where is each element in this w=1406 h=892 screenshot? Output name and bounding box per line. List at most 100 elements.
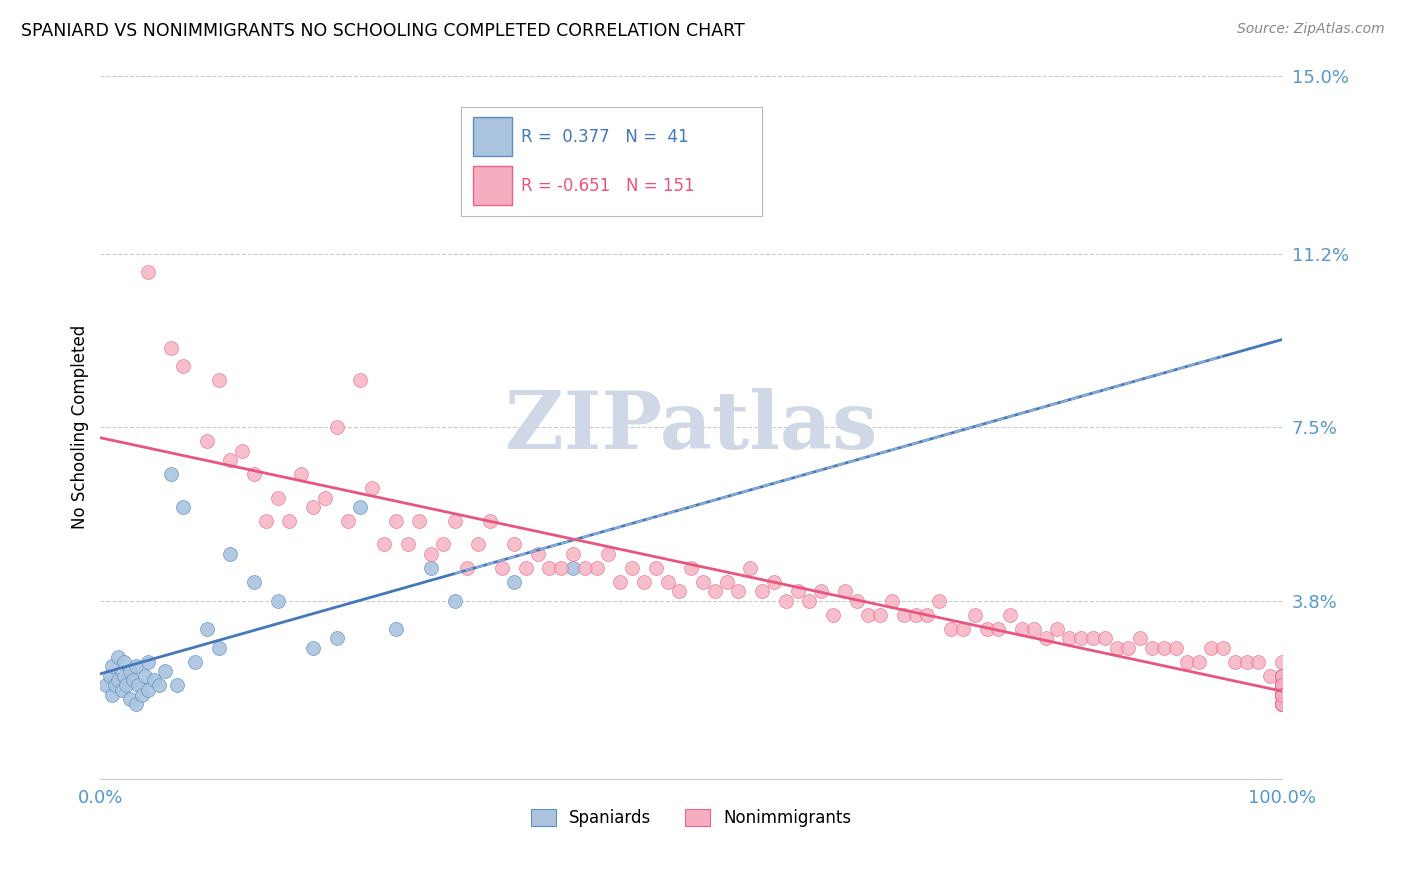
Point xyxy=(1153,640,1175,655)
Point xyxy=(633,574,655,589)
Point xyxy=(692,574,714,589)
Point xyxy=(1271,688,1294,702)
Point xyxy=(467,537,489,551)
Point xyxy=(136,655,159,669)
Point xyxy=(1164,640,1187,655)
Point xyxy=(491,561,513,575)
Point xyxy=(987,622,1010,636)
Point xyxy=(1271,669,1294,683)
Point xyxy=(479,514,502,528)
Point xyxy=(1011,622,1033,636)
Point xyxy=(1271,688,1294,702)
Point xyxy=(1271,669,1294,683)
Point xyxy=(562,547,585,561)
Point xyxy=(503,574,526,589)
Text: Source: ZipAtlas.com: Source: ZipAtlas.com xyxy=(1237,22,1385,37)
Point xyxy=(1271,697,1294,711)
Point xyxy=(118,664,141,678)
Point xyxy=(420,561,443,575)
Point xyxy=(384,514,406,528)
Point xyxy=(716,574,738,589)
Point xyxy=(1271,669,1294,683)
Point xyxy=(207,373,229,387)
Point xyxy=(361,481,384,495)
Point xyxy=(939,622,962,636)
Point xyxy=(456,561,478,575)
Point xyxy=(278,514,301,528)
Point xyxy=(1177,655,1199,669)
Point xyxy=(928,593,950,607)
Point xyxy=(1271,688,1294,702)
Legend: Spaniards, Nonimmigrants: Spaniards, Nonimmigrants xyxy=(524,803,858,834)
Point xyxy=(893,607,915,622)
Point xyxy=(384,622,406,636)
Point xyxy=(1271,697,1294,711)
Point xyxy=(1271,678,1294,692)
Point xyxy=(432,537,454,551)
Text: SPANIARD VS NONIMMIGRANTS NO SCHOOLING COMPLETED CORRELATION CHART: SPANIARD VS NONIMMIGRANTS NO SCHOOLING C… xyxy=(21,22,745,40)
Point xyxy=(574,561,596,575)
Point xyxy=(160,341,183,355)
Point xyxy=(1271,678,1294,692)
Point xyxy=(998,607,1021,622)
Point xyxy=(1223,655,1246,669)
Point xyxy=(408,514,430,528)
Point xyxy=(904,607,927,622)
Point xyxy=(1271,688,1294,702)
Point xyxy=(668,584,690,599)
Point xyxy=(1247,655,1270,669)
Point xyxy=(325,632,347,646)
Point xyxy=(420,547,443,561)
Point xyxy=(1271,678,1294,692)
Point xyxy=(1271,678,1294,692)
Point xyxy=(1094,632,1116,646)
Point xyxy=(1271,697,1294,711)
Point xyxy=(1105,640,1128,655)
Point xyxy=(1081,632,1104,646)
Point xyxy=(786,584,808,599)
Point xyxy=(112,669,135,683)
Point xyxy=(1271,669,1294,683)
Point xyxy=(526,547,548,561)
Point xyxy=(703,584,725,599)
Point xyxy=(727,584,749,599)
Point xyxy=(101,688,124,702)
Point xyxy=(112,655,135,669)
Point xyxy=(810,584,832,599)
Point xyxy=(195,622,218,636)
Point xyxy=(302,500,325,514)
Point xyxy=(799,593,821,607)
Point xyxy=(111,682,134,697)
Point xyxy=(1271,678,1294,692)
Point xyxy=(142,673,165,688)
Point xyxy=(1271,688,1294,702)
Point xyxy=(349,373,371,387)
Point xyxy=(1271,678,1294,692)
Point xyxy=(609,574,631,589)
Point xyxy=(1271,688,1294,702)
Point xyxy=(1271,688,1294,702)
Text: ZIPatlas: ZIPatlas xyxy=(505,388,877,467)
Point xyxy=(562,561,585,575)
Point xyxy=(1271,688,1294,702)
Point xyxy=(1271,688,1294,702)
Point xyxy=(1271,697,1294,711)
Point xyxy=(195,434,218,449)
Point xyxy=(1271,697,1294,711)
Point xyxy=(349,500,371,514)
Point xyxy=(751,584,773,599)
Point xyxy=(243,467,266,482)
Point xyxy=(302,640,325,655)
Point xyxy=(231,443,253,458)
Point xyxy=(107,650,129,665)
Point xyxy=(1199,640,1222,655)
Point xyxy=(1271,669,1294,683)
Point xyxy=(1271,688,1294,702)
Point xyxy=(118,692,141,706)
Point xyxy=(207,640,229,655)
Point xyxy=(880,593,903,607)
Point xyxy=(1212,640,1234,655)
Point xyxy=(657,574,679,589)
Point xyxy=(266,491,288,505)
Point xyxy=(396,537,419,551)
